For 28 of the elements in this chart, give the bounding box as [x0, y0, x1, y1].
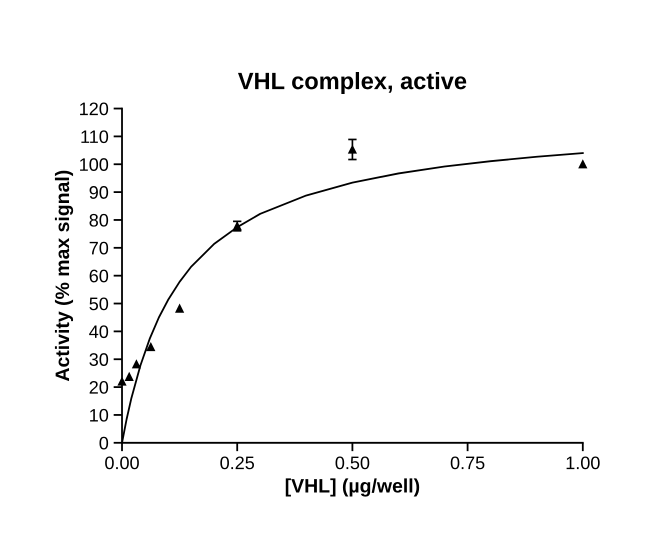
- y-tick-label: 0: [99, 436, 108, 450]
- point: [146, 342, 155, 352]
- y-tick-label: 60: [90, 270, 108, 282]
- x-tick-label: 0.50: [336, 456, 370, 470]
- point: [348, 145, 357, 154]
- y-tick-label: 10: [90, 408, 108, 422]
- y-tick-label: 100: [80, 158, 108, 171]
- point: [175, 304, 184, 313]
- y-tick-label: 50: [89, 297, 108, 310]
- x-tick-label: 1.00: [566, 456, 600, 470]
- x-tick-label: 0.75: [450, 456, 484, 470]
- x-axis-title: [VHL] (µg/well): [286, 478, 420, 497]
- y-tick-label: 110: [81, 130, 108, 144]
- y-tick-label: 40: [89, 325, 108, 338]
- point: [125, 372, 134, 381]
- chart-title: VHL complex, active: [238, 72, 466, 94]
- x-tick-label: 0.00: [105, 456, 139, 470]
- y-tick-label: 20: [90, 381, 108, 394]
- point: [578, 160, 587, 168]
- point: [132, 360, 141, 368]
- y-tick-label: 80: [90, 214, 108, 227]
- y-tick-label: 30: [89, 353, 108, 366]
- point: [118, 377, 126, 386]
- y-tick-label: 120: [80, 102, 108, 116]
- y-tick-label: 90: [90, 186, 108, 199]
- y-axis-title: Activity (% max signal): [54, 170, 74, 382]
- x-tick-label: 0.25: [220, 456, 254, 470]
- y-tick-label: 70: [90, 242, 108, 255]
